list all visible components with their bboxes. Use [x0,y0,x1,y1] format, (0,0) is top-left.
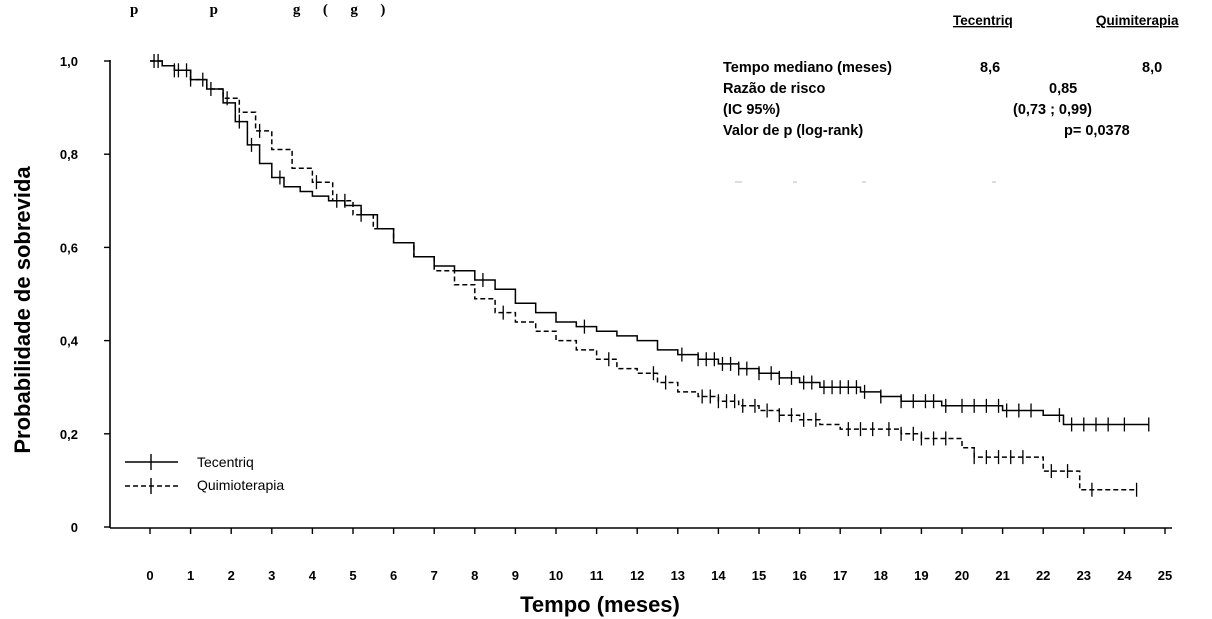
y-tick-label: 0 [71,520,78,535]
y-axis-title: Probabilidade de sobrevida [10,166,35,454]
y-tick-label: 0,8 [60,147,78,162]
x-tick-label: 9 [512,568,519,583]
y-tick-label: 0,6 [60,240,78,255]
km-curve-quimioterapia [150,60,1137,491]
x-tick-label: 12 [630,568,644,583]
x-tick-label: 25 [1158,568,1172,583]
p-label: Valor de p (log-rank) [723,123,863,139]
median-quimiterapia: 8,0 [1142,60,1162,76]
x-tick-label: 10 [549,568,563,583]
x-tick-label: 14 [711,568,726,583]
x-tick-label: 15 [752,568,766,583]
x-tick-label: 2 [228,568,235,583]
y-tick-label: 0,4 [60,334,79,349]
x-tick-label: 7 [431,568,438,583]
y-ticks: 0 0,2 0,4 0,6 0,8 1,0 [60,54,110,535]
x-ticks: 0 1 2 3 4 5 6 7 8 9 10 11 12 13 14 15 16 17 18 19 20 21 22 23 24… [146,528,1172,583]
x-tick-label: 3 [268,568,275,583]
legend: Tecentriq Quimioterapia [125,454,284,494]
km-curve-tecentriq [150,60,1149,426]
x-axis-title: Tempo (meses) [520,592,680,617]
median-label: Tempo mediano (meses) [723,60,892,76]
caption-fragment: p p g ( g ) [130,2,385,18]
x-tick-label: 4 [309,568,317,583]
stats-block: Tecentriq Quimiterapia Tempo mediano (me… [723,13,1179,139]
x-tick-label: 18 [874,568,888,583]
y-tick-label: 0,2 [60,427,78,442]
x-tick-label: 11 [590,568,604,583]
x-tick-label: 19 [914,568,928,583]
series-quimioterapia [150,54,1138,497]
x-tick-label: 8 [471,568,478,583]
legend-label-quimioterapia: Quimioterapia [197,477,284,493]
x-tick-label: 16 [792,568,806,583]
stats-header-tecentriq: Tecentriq [953,13,1013,28]
p-value: p= 0,0378 [1064,123,1130,139]
x-tick-label: 22 [1036,568,1050,583]
legend-line-tecentriq [125,454,178,470]
x-tick-label: 17 [833,568,847,583]
x-tick-label: 23 [1077,568,1091,583]
hr-label: Razão de risco [723,81,825,97]
hr-value: 0,85 [1049,81,1077,97]
x-tick-label: 6 [390,568,397,583]
stats-header-quimiterapia: Quimiterapia [1096,13,1179,28]
y-tick-label: 1,0 [60,54,78,69]
ci-value: (0,73 ; 0,99) [1013,102,1092,118]
x-tick-label: 13 [671,568,685,583]
series-layer [150,54,1150,497]
x-tick-label: 5 [349,568,356,583]
x-tick-label: 21 [995,568,1009,583]
legend-label-tecentriq: Tecentriq [197,454,254,470]
x-tick-label: 24 [1117,568,1132,583]
x-tick-label: 20 [955,568,969,583]
median-tecentriq: 8,6 [980,60,1000,76]
x-tick-label: 1 [187,568,194,583]
ci-label: (IC 95%) [723,102,780,118]
x-tick-label: 0 [146,568,153,583]
series-tecentriq [150,54,1150,432]
legend-line-quimioterapia [125,478,178,494]
